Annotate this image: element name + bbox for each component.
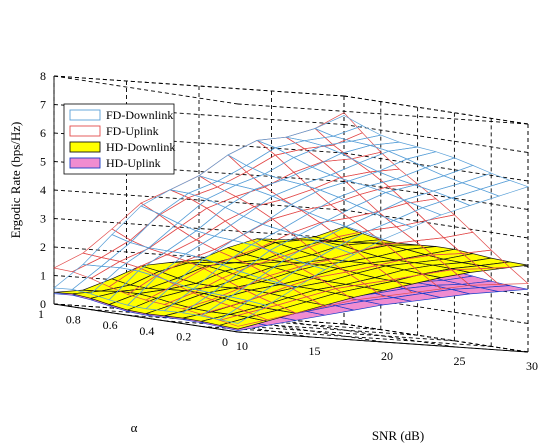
legend-swatch bbox=[69, 141, 101, 153]
axis-labels: Ergodic Rate (bps/Hz) SNR (dB) α bbox=[8, 122, 424, 443]
z-tick-label: 7 bbox=[40, 98, 46, 112]
surface-cell bbox=[384, 184, 435, 201]
x-tick-label: 15 bbox=[309, 344, 321, 358]
y-tick-label: 1 bbox=[38, 307, 44, 321]
surface-cell bbox=[147, 222, 197, 252]
z-axis-label: Ergodic Rate (bps/Hz) bbox=[8, 122, 23, 239]
surface-cell bbox=[253, 199, 303, 220]
grid-line bbox=[53, 303, 239, 333]
surface-cell bbox=[370, 141, 418, 152]
y-tick-label: 0.4 bbox=[139, 324, 154, 338]
surface-cell bbox=[326, 205, 377, 227]
surface-cell bbox=[432, 182, 482, 199]
y-axis-label: α bbox=[131, 420, 138, 435]
grid-line bbox=[343, 95, 529, 125]
z-tick-label: 6 bbox=[40, 126, 46, 140]
grid-line bbox=[343, 181, 529, 210]
surface-cell bbox=[480, 285, 529, 292]
surface-cell bbox=[479, 266, 529, 285]
x-tick-label: 20 bbox=[381, 349, 393, 363]
x-tick-label: 10 bbox=[236, 339, 248, 353]
surface-cell bbox=[311, 176, 361, 206]
surface-cell bbox=[403, 190, 453, 209]
surface-cell bbox=[450, 188, 501, 206]
grid-line bbox=[271, 318, 456, 348]
x-axis-label: SNR (dB) bbox=[372, 428, 424, 443]
y-tick-label: 0.8 bbox=[66, 313, 81, 327]
surface-cell bbox=[405, 151, 456, 169]
surface-cell bbox=[304, 135, 352, 147]
surface-hd-downlink bbox=[53, 226, 529, 330]
surface-cell bbox=[461, 172, 511, 190]
surface-cell bbox=[332, 125, 382, 142]
surface-cell bbox=[329, 194, 379, 219]
surface-cell bbox=[392, 207, 442, 228]
grid-line bbox=[343, 124, 529, 153]
surface-cell bbox=[387, 183, 437, 204]
box-edge bbox=[53, 75, 239, 105]
surface-cell bbox=[421, 197, 472, 216]
z-tick-label: 2 bbox=[40, 240, 46, 254]
surface-cell bbox=[374, 199, 424, 221]
z-tick-label: 3 bbox=[40, 212, 46, 226]
surface-cell bbox=[395, 167, 445, 186]
z-tick-label: 5 bbox=[40, 155, 46, 169]
x-tick-label: 25 bbox=[454, 354, 466, 368]
z-tick-label: 4 bbox=[40, 183, 46, 197]
surface-cell bbox=[129, 213, 179, 249]
grid-line bbox=[343, 152, 529, 182]
legend-label: HD-Uplink bbox=[106, 156, 161, 170]
y-tick-label: 0 bbox=[222, 335, 228, 349]
x-tick-label: 30 bbox=[526, 359, 538, 373]
surface-cell bbox=[351, 134, 400, 146]
z-tick-label: 0 bbox=[40, 297, 46, 311]
surface-cell bbox=[290, 189, 340, 214]
legend-label: HD-Downlink bbox=[106, 140, 175, 154]
grid-line bbox=[343, 323, 529, 353]
surface-fd-downlink bbox=[53, 115, 530, 324]
surface-cell bbox=[100, 239, 150, 262]
surface-cell bbox=[480, 261, 529, 270]
surface-cell bbox=[314, 115, 364, 137]
y-tick-label: 0.2 bbox=[176, 329, 191, 343]
grid-line bbox=[343, 209, 529, 239]
surface-cell bbox=[206, 196, 255, 222]
surfaces bbox=[52, 112, 530, 331]
surface-cell bbox=[311, 153, 361, 176]
surface-cell bbox=[413, 175, 464, 192]
legend-swatch bbox=[69, 157, 101, 169]
surface-cell bbox=[406, 198, 456, 222]
surface-cell bbox=[282, 166, 332, 185]
box-edge bbox=[237, 103, 529, 125]
surface-cell bbox=[479, 179, 530, 197]
surface-cell bbox=[387, 146, 437, 160]
y-tick-label: 0.6 bbox=[103, 318, 118, 332]
legend-label: FD-Uplink bbox=[106, 124, 159, 138]
surface-cell bbox=[82, 228, 132, 258]
legend-swatch bbox=[69, 109, 101, 121]
z-tick-label: 8 bbox=[40, 69, 46, 83]
legend-label: FD-Downlink bbox=[106, 108, 173, 122]
z-tick-label: 1 bbox=[40, 269, 46, 283]
surface-cell bbox=[424, 157, 474, 177]
legend-swatch bbox=[69, 125, 101, 137]
surface-cell bbox=[198, 154, 248, 182]
surface-cell bbox=[242, 195, 292, 225]
surface-cell bbox=[245, 147, 295, 175]
surface-cell bbox=[195, 206, 245, 237]
legend: FD-Downlink FD-Uplink HD-Downlink HD-Uplink bbox=[63, 103, 175, 175]
